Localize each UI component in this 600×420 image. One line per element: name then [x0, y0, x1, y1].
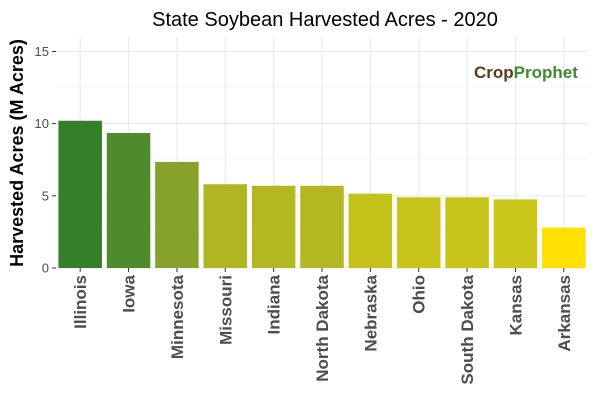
x-tick-label: Illinois — [71, 275, 90, 329]
bar-indiana — [251, 185, 296, 268]
y-tick-label: 5 — [42, 188, 49, 203]
bars — [58, 120, 586, 268]
cropprophet-logo: CropProphet — [474, 63, 578, 82]
svg-text:CropProphet: CropProphet — [474, 63, 578, 82]
x-tick-label: Iowa — [120, 274, 139, 312]
y-axis-label: Harvested Acres (M Acres) — [7, 39, 27, 267]
bar-iowa — [106, 133, 151, 268]
bar-minnesota — [155, 161, 199, 268]
bar-kansas — [493, 199, 538, 268]
x-tick-label: Ohio — [410, 275, 429, 314]
y-tick-label: 15 — [35, 44, 49, 59]
chart-title: State Soybean Harvested Acres - 2020 — [152, 9, 498, 31]
x-axis: Illinois Iowa Minnesota Missouri Indiana Nort… — [71, 268, 574, 385]
y-tick-label: 10 — [35, 116, 49, 131]
logo-text-prophet: Prophet — [514, 63, 579, 82]
bar-north-dakota — [300, 185, 344, 268]
x-tick-label: Arkansas — [555, 275, 574, 352]
bar-nebraska — [348, 193, 393, 268]
x-tick-label: Kansas — [506, 275, 525, 335]
y-axis: 0 5 10 15 — [35, 44, 56, 276]
x-tick-label: South Dakota — [458, 274, 477, 384]
plot-panel — [56, 37, 588, 269]
bar-ohio — [396, 197, 441, 268]
bar-missouri — [203, 184, 248, 268]
x-tick-label: Nebraska — [361, 274, 380, 351]
bar-illinois — [58, 120, 102, 268]
x-tick-label: North Dakota — [313, 274, 332, 381]
y-tick-label: 0 — [42, 261, 49, 276]
x-tick-label: Indiana — [265, 274, 284, 334]
x-tick-label: Missouri — [216, 275, 235, 345]
bar-south-dakota — [445, 197, 489, 268]
bar-arkansas — [542, 227, 586, 268]
logo-text-crop: Crop — [474, 63, 514, 82]
x-tick-label: Minnesota — [168, 274, 187, 359]
